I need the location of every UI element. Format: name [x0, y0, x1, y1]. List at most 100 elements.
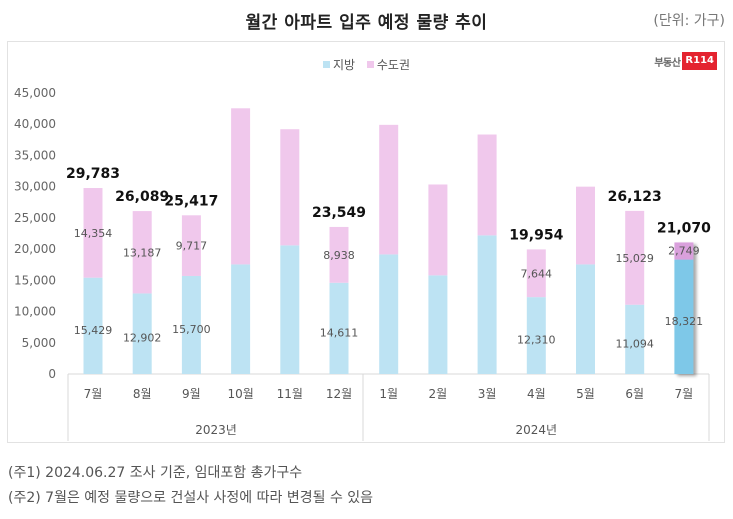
chart-frame — [7, 41, 725, 443]
legend-item-capital: 수도권 — [366, 56, 411, 73]
data-label-region: 12,310 — [517, 334, 556, 347]
bar-segment-region — [477, 235, 497, 374]
legend-swatch-capital — [366, 61, 374, 68]
data-label-region: 18,321 — [665, 315, 704, 328]
bar-group — [280, 129, 300, 374]
data-label-region: 14,611 — [320, 326, 359, 339]
bar-segment-region — [329, 282, 349, 374]
legend-item-region: 지방 — [322, 56, 356, 73]
x-tick-label: 8월 — [133, 387, 152, 401]
data-label-region: 15,700 — [172, 323, 211, 336]
bar-segment-region — [83, 277, 103, 374]
y-tick-label: 45,000 — [14, 86, 56, 100]
bar-segment-capital — [132, 211, 152, 294]
bar-segment-region — [576, 264, 595, 374]
bar-segment-capital — [379, 124, 399, 255]
bar-segment-capital — [83, 188, 103, 278]
bar-segment-capital — [674, 242, 694, 260]
x-tick-label: 7월 — [84, 387, 103, 401]
x-tick-label: 3월 — [478, 387, 497, 401]
bar-group — [576, 186, 595, 374]
unit-label: (단위: 가구) — [653, 13, 725, 29]
y-tick-label: 30,000 — [14, 180, 56, 194]
bar-group — [674, 242, 694, 374]
x-tick-label: 4월 — [527, 387, 546, 401]
bar-segment-capital — [477, 134, 497, 236]
bar-group — [379, 124, 399, 374]
chart-title: 월간 아파트 입주 예정 물량 추이 — [245, 13, 488, 33]
data-label-total: 26,089 — [115, 189, 169, 205]
y-tick-label: 5,000 — [22, 336, 56, 350]
y-tick-label: 10,000 — [14, 305, 56, 319]
logo-text: 부동산 — [654, 57, 681, 69]
data-label-capital: 15,029 — [615, 252, 654, 265]
data-label-total: 23,549 — [312, 205, 366, 221]
data-label-capital: 9,717 — [176, 240, 208, 253]
x-group-label: 2023년 — [195, 423, 237, 437]
logo-badge: R114 — [682, 52, 717, 70]
r114-logo: 부동산 R114 — [654, 52, 717, 70]
bar-segment-capital — [231, 108, 251, 265]
bar-group — [477, 134, 497, 374]
legend-label-capital: 수도권 — [376, 58, 411, 72]
bar-group — [83, 188, 103, 374]
x-tick-label: 2월 — [429, 387, 448, 401]
data-label-capital: 2,749 — [668, 244, 700, 257]
x-tick-label: 1월 — [379, 387, 398, 401]
data-label-capital: 8,938 — [323, 249, 355, 262]
bar-group — [132, 211, 152, 374]
bar-segment-region — [379, 254, 399, 374]
bar-segment-capital — [576, 186, 595, 265]
y-tick-label: 20,000 — [14, 242, 56, 256]
x-tick-label: 11월 — [277, 387, 303, 401]
bar-segment-capital — [280, 129, 300, 246]
data-label-region: 15,429 — [74, 324, 113, 337]
x-tick-label: 5월 — [576, 387, 595, 401]
y-tick-label: 0 — [48, 367, 56, 381]
bar-segment-capital — [526, 249, 546, 298]
bar-group — [625, 210, 645, 374]
bar-group — [329, 226, 349, 374]
bar-segment-capital — [181, 215, 201, 276]
data-label-region: 11,094 — [615, 337, 654, 350]
bar-segment-region — [428, 275, 448, 374]
bar-group — [231, 108, 251, 374]
data-label-region: 12,902 — [123, 332, 162, 345]
data-label-capital: 14,354 — [74, 227, 113, 240]
bar-group — [428, 184, 448, 374]
legend: 지방 수도권 — [0, 56, 733, 73]
footnote-1: (주1) 2024.06.27 조사 기준, 임대포함 총가구수 — [8, 465, 303, 481]
y-tick-label: 15,000 — [14, 273, 56, 287]
bar-segment-region — [674, 259, 694, 374]
data-label-total: 21,070 — [657, 220, 711, 236]
data-label-capital: 13,187 — [123, 246, 162, 259]
y-tick-label: 40,000 — [14, 117, 56, 131]
x-tick-label: 9월 — [182, 387, 201, 401]
legend-label-region: 지방 — [332, 58, 356, 72]
y-tick-label: 25,000 — [14, 211, 56, 225]
bar-segment-region — [181, 275, 201, 374]
bar-segment-capital — [428, 184, 448, 276]
data-label-total: 19,954 — [509, 227, 563, 243]
x-tick-label: 12월 — [326, 387, 352, 401]
data-label-total: 25,417 — [164, 193, 218, 209]
bar-group — [526, 249, 546, 374]
bar-group — [181, 215, 201, 374]
data-label-total: 26,123 — [608, 189, 662, 205]
bar-segment-region — [231, 264, 251, 374]
legend-swatch-region — [322, 61, 330, 68]
bar-segment-region — [280, 245, 300, 374]
bar-segment-region — [526, 297, 546, 374]
bar-segment-region — [625, 304, 645, 374]
data-label-total: 29,783 — [66, 166, 120, 182]
data-label-capital: 7,644 — [521, 267, 553, 280]
y-tick-label: 35,000 — [14, 148, 56, 162]
bar-segment-region — [132, 293, 152, 374]
x-tick-label: 7월 — [675, 387, 694, 401]
x-group-label: 2024년 — [516, 423, 558, 437]
bar-segment-capital — [625, 210, 645, 305]
bar-segment-capital — [329, 226, 349, 283]
x-tick-label: 10월 — [227, 387, 253, 401]
x-tick-label: 6월 — [625, 387, 644, 401]
